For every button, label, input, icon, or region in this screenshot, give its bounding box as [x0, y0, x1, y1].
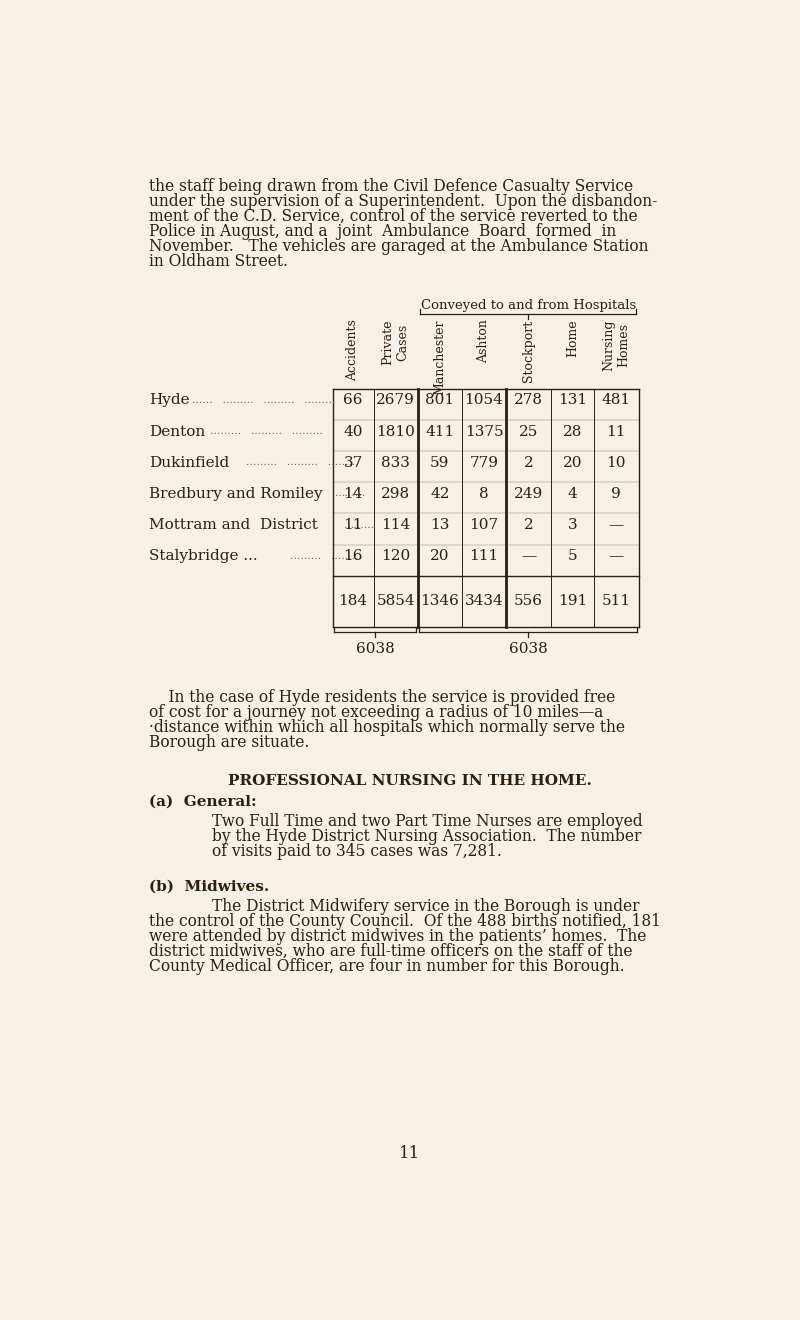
Text: 6038: 6038: [509, 642, 547, 656]
Text: 37: 37: [343, 455, 362, 470]
Text: in Oldham Street.: in Oldham Street.: [149, 252, 288, 269]
Text: Police in August, and a  joint  Ambulance  Board  formed  in: Police in August, and a joint Ambulance …: [149, 223, 616, 240]
Text: 9: 9: [611, 487, 621, 500]
Text: of cost for a journey not exceeding a radius of 10 miles—a: of cost for a journey not exceeding a ra…: [149, 704, 603, 721]
Text: Stockport: Stockport: [522, 319, 535, 381]
Text: ………: ………: [344, 520, 375, 529]
Text: the staff being drawn from the Civil Defence Casualty Service: the staff being drawn from the Civil Def…: [149, 178, 633, 194]
Text: under the supervision of a Superintendent.  Upon the disbandon-: under the supervision of a Superintenden…: [149, 193, 657, 210]
Text: Bredbury and Romiley: Bredbury and Romiley: [149, 487, 322, 500]
Text: 2: 2: [524, 455, 534, 470]
Text: 20: 20: [562, 455, 582, 470]
Text: 2: 2: [524, 519, 534, 532]
Text: Private
Cases: Private Cases: [382, 319, 410, 364]
Text: ………   ………   ………: ……… ……… ………: [210, 428, 323, 436]
Text: (b)  Midwives.: (b) Midwives.: [149, 879, 269, 894]
Text: Conveyed to and from Hospitals: Conveyed to and from Hospitals: [421, 298, 636, 312]
Text: 184: 184: [338, 594, 367, 609]
Text: 3434: 3434: [465, 594, 503, 609]
Text: Ashton: Ashton: [478, 319, 490, 363]
Text: Denton: Denton: [149, 425, 205, 438]
Text: 120: 120: [381, 549, 410, 564]
Text: Nursing
Homes: Nursing Homes: [602, 319, 630, 371]
Text: 511: 511: [602, 594, 630, 609]
Text: (a)  General:: (a) General:: [149, 795, 257, 808]
Text: Stalybridge ...: Stalybridge ...: [149, 549, 258, 564]
Text: —: —: [521, 549, 536, 564]
Text: Mottram and  District: Mottram and District: [149, 519, 318, 532]
Text: In the case of Hyde residents the service is provided free: In the case of Hyde residents the servic…: [149, 689, 615, 706]
Text: 114: 114: [381, 519, 410, 532]
Text: ………: ………: [335, 490, 366, 499]
Text: 801: 801: [426, 393, 454, 408]
Text: Home: Home: [566, 319, 579, 356]
Text: ……   ………   ………   ………: …… ……… ……… ………: [192, 396, 336, 405]
Text: 411: 411: [426, 425, 454, 438]
Text: 3: 3: [567, 519, 577, 532]
Text: Borough are situate.: Borough are situate.: [149, 734, 309, 751]
Text: 1054: 1054: [465, 393, 503, 408]
Text: 6038: 6038: [356, 642, 394, 656]
Text: 5854: 5854: [376, 594, 415, 609]
Text: the control of the County Council.  Of the 488 births notified, 181: the control of the County Council. Of th…: [149, 913, 661, 931]
Text: 25: 25: [519, 425, 538, 438]
Text: Hyde: Hyde: [149, 393, 190, 408]
Text: November.   The vehicles are garaged at the Ambulance Station: November. The vehicles are garaged at th…: [149, 238, 648, 255]
Text: 4: 4: [567, 487, 578, 500]
Text: Dukinfield: Dukinfield: [149, 455, 229, 470]
Text: of visits paid to 345 cases was 7,281.: of visits paid to 345 cases was 7,281.: [212, 843, 502, 859]
Text: 13: 13: [430, 519, 450, 532]
Text: 10: 10: [606, 455, 626, 470]
Text: 42: 42: [430, 487, 450, 500]
Text: 11: 11: [399, 1144, 421, 1162]
Text: 16: 16: [343, 549, 362, 564]
Text: Accidents: Accidents: [346, 319, 359, 381]
Text: ………   ………   ………: ……… ……… ………: [246, 458, 358, 467]
Text: 833: 833: [382, 455, 410, 470]
Text: ment of the C.D. Service, control of the service reverted to the: ment of the C.D. Service, control of the…: [149, 207, 638, 224]
Text: 40: 40: [343, 425, 362, 438]
Text: 191: 191: [558, 594, 587, 609]
Text: 111: 111: [470, 549, 498, 564]
Text: 779: 779: [470, 455, 498, 470]
Text: ·distance within which all hospitals which normally serve the: ·distance within which all hospitals whi…: [149, 719, 625, 737]
Text: 556: 556: [514, 594, 543, 609]
Text: Two Full Time and two Part Time Nurses are employed: Two Full Time and two Part Time Nurses a…: [212, 813, 643, 830]
Text: 278: 278: [514, 393, 543, 408]
Text: 59: 59: [430, 455, 450, 470]
Text: 66: 66: [343, 393, 362, 408]
Text: 1810: 1810: [376, 425, 415, 438]
Text: 2679: 2679: [376, 393, 415, 408]
Text: 298: 298: [381, 487, 410, 500]
Text: 5: 5: [567, 549, 577, 564]
Text: 11: 11: [606, 425, 626, 438]
Text: 8: 8: [479, 487, 489, 500]
Text: 1375: 1375: [465, 425, 503, 438]
Text: 131: 131: [558, 393, 587, 408]
Text: —: —: [609, 519, 624, 532]
Text: 11: 11: [343, 519, 362, 532]
Text: were attended by district midwives in the patients’ homes.  The: were attended by district midwives in th…: [149, 928, 646, 945]
Text: PROFESSIONAL NURSING IN THE HOME.: PROFESSIONAL NURSING IN THE HOME.: [228, 774, 592, 788]
Text: 1346: 1346: [421, 594, 459, 609]
Text: —: —: [609, 549, 624, 564]
Text: 20: 20: [430, 549, 450, 564]
Text: 481: 481: [602, 393, 630, 408]
Text: ………   ………: ……… ………: [290, 552, 362, 561]
Text: 28: 28: [562, 425, 582, 438]
Text: 107: 107: [470, 519, 498, 532]
Text: 249: 249: [514, 487, 543, 500]
Text: The District Midwifery service in the Borough is under: The District Midwifery service in the Bo…: [212, 898, 640, 915]
Text: Manchester: Manchester: [434, 319, 446, 395]
Text: by the Hyde District Nursing Association.  The number: by the Hyde District Nursing Association…: [212, 828, 642, 845]
Text: district midwives, who are full-time officers on the staff of the: district midwives, who are full-time off…: [149, 942, 632, 960]
Text: 14: 14: [343, 487, 362, 500]
Text: County Medical Officer, are four in number for this Borough.: County Medical Officer, are four in numb…: [149, 958, 625, 975]
